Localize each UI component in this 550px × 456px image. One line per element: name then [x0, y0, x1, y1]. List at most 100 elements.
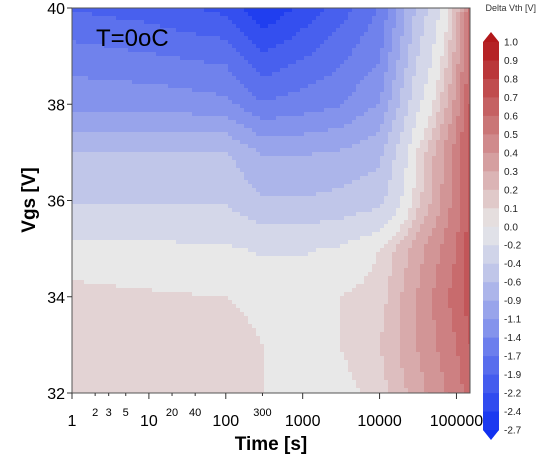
contour-cell — [200, 20, 205, 25]
contour-cell — [156, 120, 161, 125]
contour-cell — [216, 296, 221, 301]
contour-cell — [188, 216, 193, 221]
contour-cell — [204, 176, 209, 181]
contour-cell — [148, 24, 153, 29]
contour-cell — [276, 196, 281, 201]
contour-cell — [252, 104, 257, 109]
contour-cell — [84, 8, 89, 13]
contour-cell — [100, 364, 105, 369]
contour-cell — [196, 228, 201, 233]
contour-cell — [148, 28, 153, 33]
contour-cell — [260, 316, 265, 321]
contour-cell — [172, 264, 177, 269]
contour-cell — [148, 116, 153, 121]
contour-cell — [196, 292, 201, 297]
contour-cell — [252, 308, 257, 313]
contour-cell — [248, 44, 253, 49]
contour-cell — [232, 12, 237, 17]
contour-cell — [272, 100, 277, 105]
contour-cell — [156, 176, 161, 181]
contour-cell — [172, 256, 177, 261]
contour-cell — [232, 16, 237, 21]
contour-cell — [216, 304, 221, 309]
contour-cell — [184, 64, 189, 69]
contour-cell — [248, 380, 253, 385]
contour-cell — [104, 364, 109, 369]
contour-cell — [88, 16, 93, 21]
contour-cell — [200, 192, 205, 197]
contour-cell — [140, 212, 145, 217]
contour-cell — [220, 168, 225, 173]
contour-cell — [100, 332, 105, 337]
contour-cell — [264, 340, 269, 345]
contour-cell — [120, 120, 125, 125]
contour-cell — [148, 140, 153, 145]
contour-cell — [112, 104, 117, 109]
contour-cell — [272, 276, 277, 281]
contour-cell — [208, 388, 213, 393]
contour-cell — [216, 84, 221, 89]
contour-cell — [76, 276, 81, 281]
contour-cell — [148, 176, 153, 181]
contour-cell — [172, 36, 177, 41]
contour-cell — [136, 60, 141, 65]
contour-cell — [268, 40, 273, 45]
contour-cell — [104, 148, 109, 153]
contour-cell — [256, 60, 261, 65]
contour-cell — [84, 352, 89, 357]
contour-cell — [176, 236, 181, 241]
contour-cell — [176, 188, 181, 193]
contour-cell — [148, 204, 153, 209]
contour-cell — [76, 212, 81, 217]
contour-cell — [84, 164, 89, 169]
contour-cell — [148, 112, 153, 117]
contour-cell — [96, 176, 101, 181]
contour-cell — [88, 328, 93, 333]
contour-cell — [108, 212, 113, 217]
contour-cell — [116, 304, 121, 309]
contour-cell — [196, 260, 201, 265]
contour-cell — [184, 248, 189, 253]
contour-cell — [136, 204, 141, 209]
contour-cell — [156, 340, 161, 345]
contour-cell — [256, 368, 261, 373]
contour-cell — [240, 64, 245, 69]
contour-cell — [88, 196, 93, 201]
contour-cell — [180, 84, 185, 89]
contour-cell — [188, 132, 193, 137]
contour-cell — [252, 36, 257, 41]
contour-cell — [92, 256, 97, 261]
contour-cell — [224, 272, 229, 277]
contour-cell — [112, 360, 117, 365]
contour-cell — [176, 372, 181, 377]
contour-cell — [216, 232, 221, 237]
contour-cell — [84, 356, 89, 361]
contour-cell — [252, 80, 257, 85]
contour-cell — [244, 196, 249, 201]
contour-cell — [144, 364, 149, 369]
contour-cell — [272, 68, 277, 73]
contour-cell — [148, 48, 153, 53]
contour-cell — [208, 156, 213, 161]
contour-cell — [204, 136, 209, 141]
contour-cell — [160, 244, 165, 249]
contour-cell — [192, 60, 197, 65]
contour-cell — [164, 176, 169, 181]
contour-cell — [220, 144, 225, 149]
contour-cell — [104, 384, 109, 389]
contour-cell — [208, 88, 213, 93]
contour-cell — [188, 296, 193, 301]
contour-cell — [76, 340, 81, 345]
contour-cell — [244, 80, 249, 85]
contour-cell — [260, 224, 265, 229]
contour-cell — [272, 36, 277, 41]
contour-cell — [260, 24, 265, 29]
contour-cell — [268, 384, 273, 389]
contour-cell — [80, 180, 85, 185]
contour-cell — [172, 76, 177, 81]
contour-cell — [72, 256, 77, 261]
contour-cell — [124, 336, 129, 341]
contour-cell — [248, 192, 253, 197]
contour-cell — [132, 284, 137, 289]
contour-cell — [92, 188, 97, 193]
